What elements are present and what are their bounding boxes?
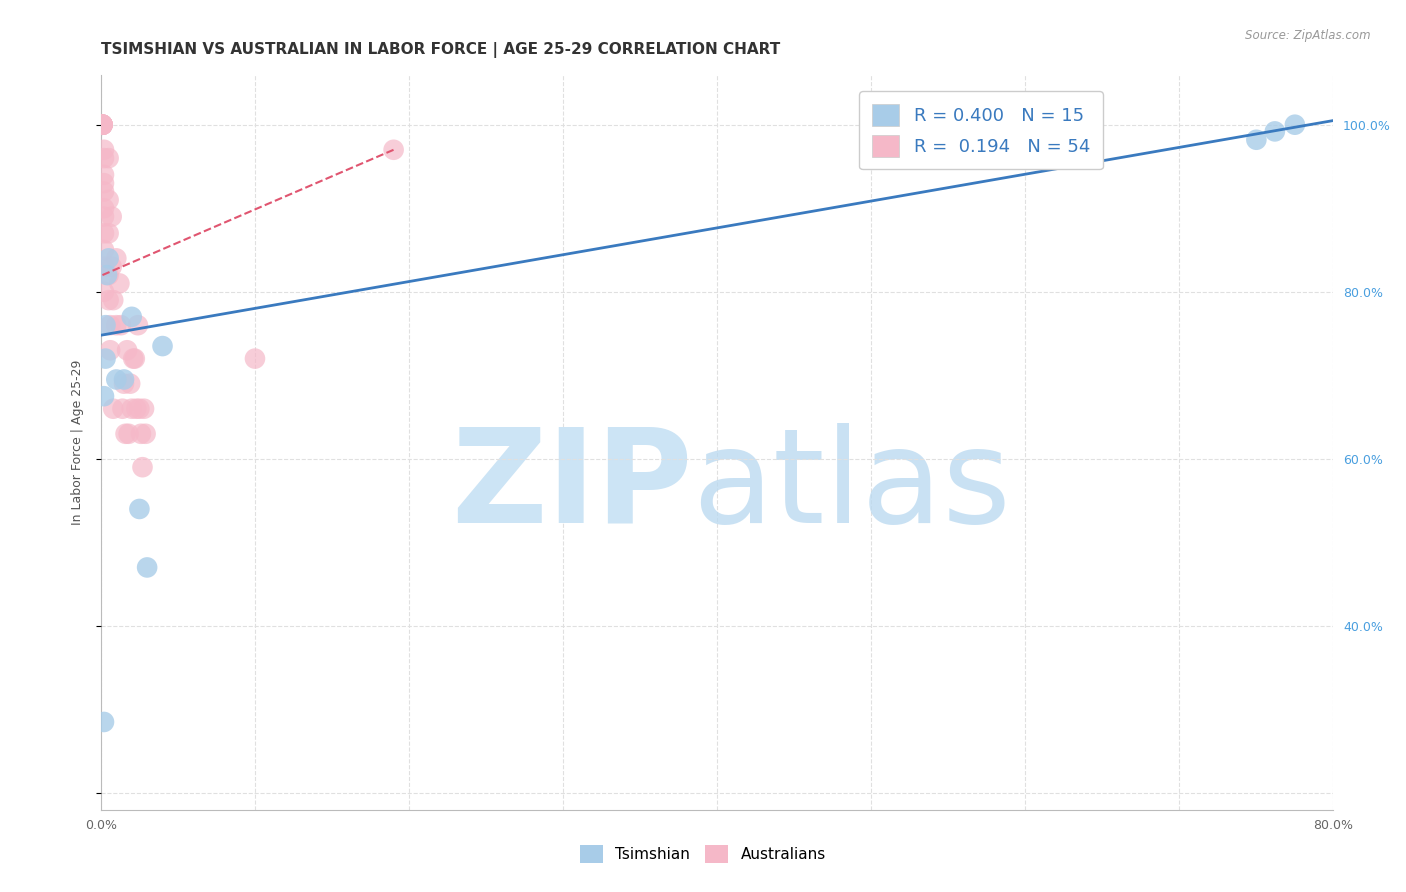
Point [136, 560, 159, 574]
Point [91, 118, 114, 132]
Point [115, 343, 138, 358]
Point [135, 426, 157, 441]
Point [128, 401, 150, 416]
Point [1246, 133, 1268, 147]
Point [96, 268, 118, 282]
Point [112, 372, 135, 386]
Point [91, 118, 114, 132]
Point [93, 227, 115, 241]
Point [100, 210, 122, 224]
Point [100, 260, 122, 274]
Legend: R = 0.400   N = 15, R =  0.194   N = 54: R = 0.400 N = 15, R = 0.194 N = 54 [859, 91, 1102, 169]
Point [103, 293, 125, 307]
Text: Source: ZipAtlas.com: Source: ZipAtlas.com [1246, 29, 1371, 42]
Point [93, 151, 115, 165]
Point [110, 318, 132, 333]
Point [97, 227, 120, 241]
Point [132, 401, 155, 416]
Point [152, 339, 174, 353]
Point [103, 401, 125, 416]
Point [91, 118, 114, 132]
Point [1264, 124, 1286, 138]
Point [124, 351, 146, 366]
Point [128, 502, 150, 516]
Point [105, 252, 128, 266]
Point [94, 318, 117, 333]
Point [93, 714, 115, 729]
Point [97, 151, 120, 165]
Point [243, 351, 266, 366]
Point [94, 351, 117, 366]
Point [127, 318, 149, 333]
Point [97, 293, 120, 307]
Point [91, 118, 114, 132]
Point [131, 460, 153, 475]
Point [93, 285, 115, 299]
Point [120, 376, 142, 391]
Point [98, 343, 121, 358]
Point [93, 389, 115, 403]
Point [121, 310, 143, 324]
Point [93, 260, 115, 274]
Point [93, 176, 115, 190]
Point [105, 318, 128, 333]
Point [93, 210, 115, 224]
Point [91, 118, 114, 132]
Point [1284, 118, 1306, 132]
Point [97, 268, 120, 282]
Point [97, 252, 120, 266]
Point [117, 426, 139, 441]
Point [91, 118, 114, 132]
Point [93, 201, 115, 215]
Point [91, 118, 114, 132]
Point [114, 426, 136, 441]
Point [93, 243, 115, 257]
Point [105, 372, 128, 386]
Text: TSIMSHIAN VS AUSTRALIAN IN LABOR FORCE | AGE 25-29 CORRELATION CHART: TSIMSHIAN VS AUSTRALIAN IN LABOR FORCE |… [101, 42, 780, 58]
Point [111, 401, 134, 416]
Point [121, 401, 143, 416]
Point [125, 401, 148, 416]
Point [98, 318, 121, 333]
Point [91, 118, 114, 132]
Text: ZIP: ZIP [451, 423, 693, 549]
Y-axis label: In Labor Force | Age 25-29: In Labor Force | Age 25-29 [72, 359, 84, 524]
Point [93, 143, 115, 157]
Point [122, 351, 145, 366]
Point [91, 118, 114, 132]
Point [93, 168, 115, 182]
Point [112, 376, 135, 391]
Point [382, 143, 405, 157]
Point [93, 185, 115, 199]
Text: atlas: atlas [693, 423, 1011, 549]
Point [91, 118, 114, 132]
Point [97, 193, 120, 207]
Point [108, 277, 131, 291]
Point [129, 426, 152, 441]
Legend: Tsimshian, Australians: Tsimshian, Australians [572, 837, 834, 871]
